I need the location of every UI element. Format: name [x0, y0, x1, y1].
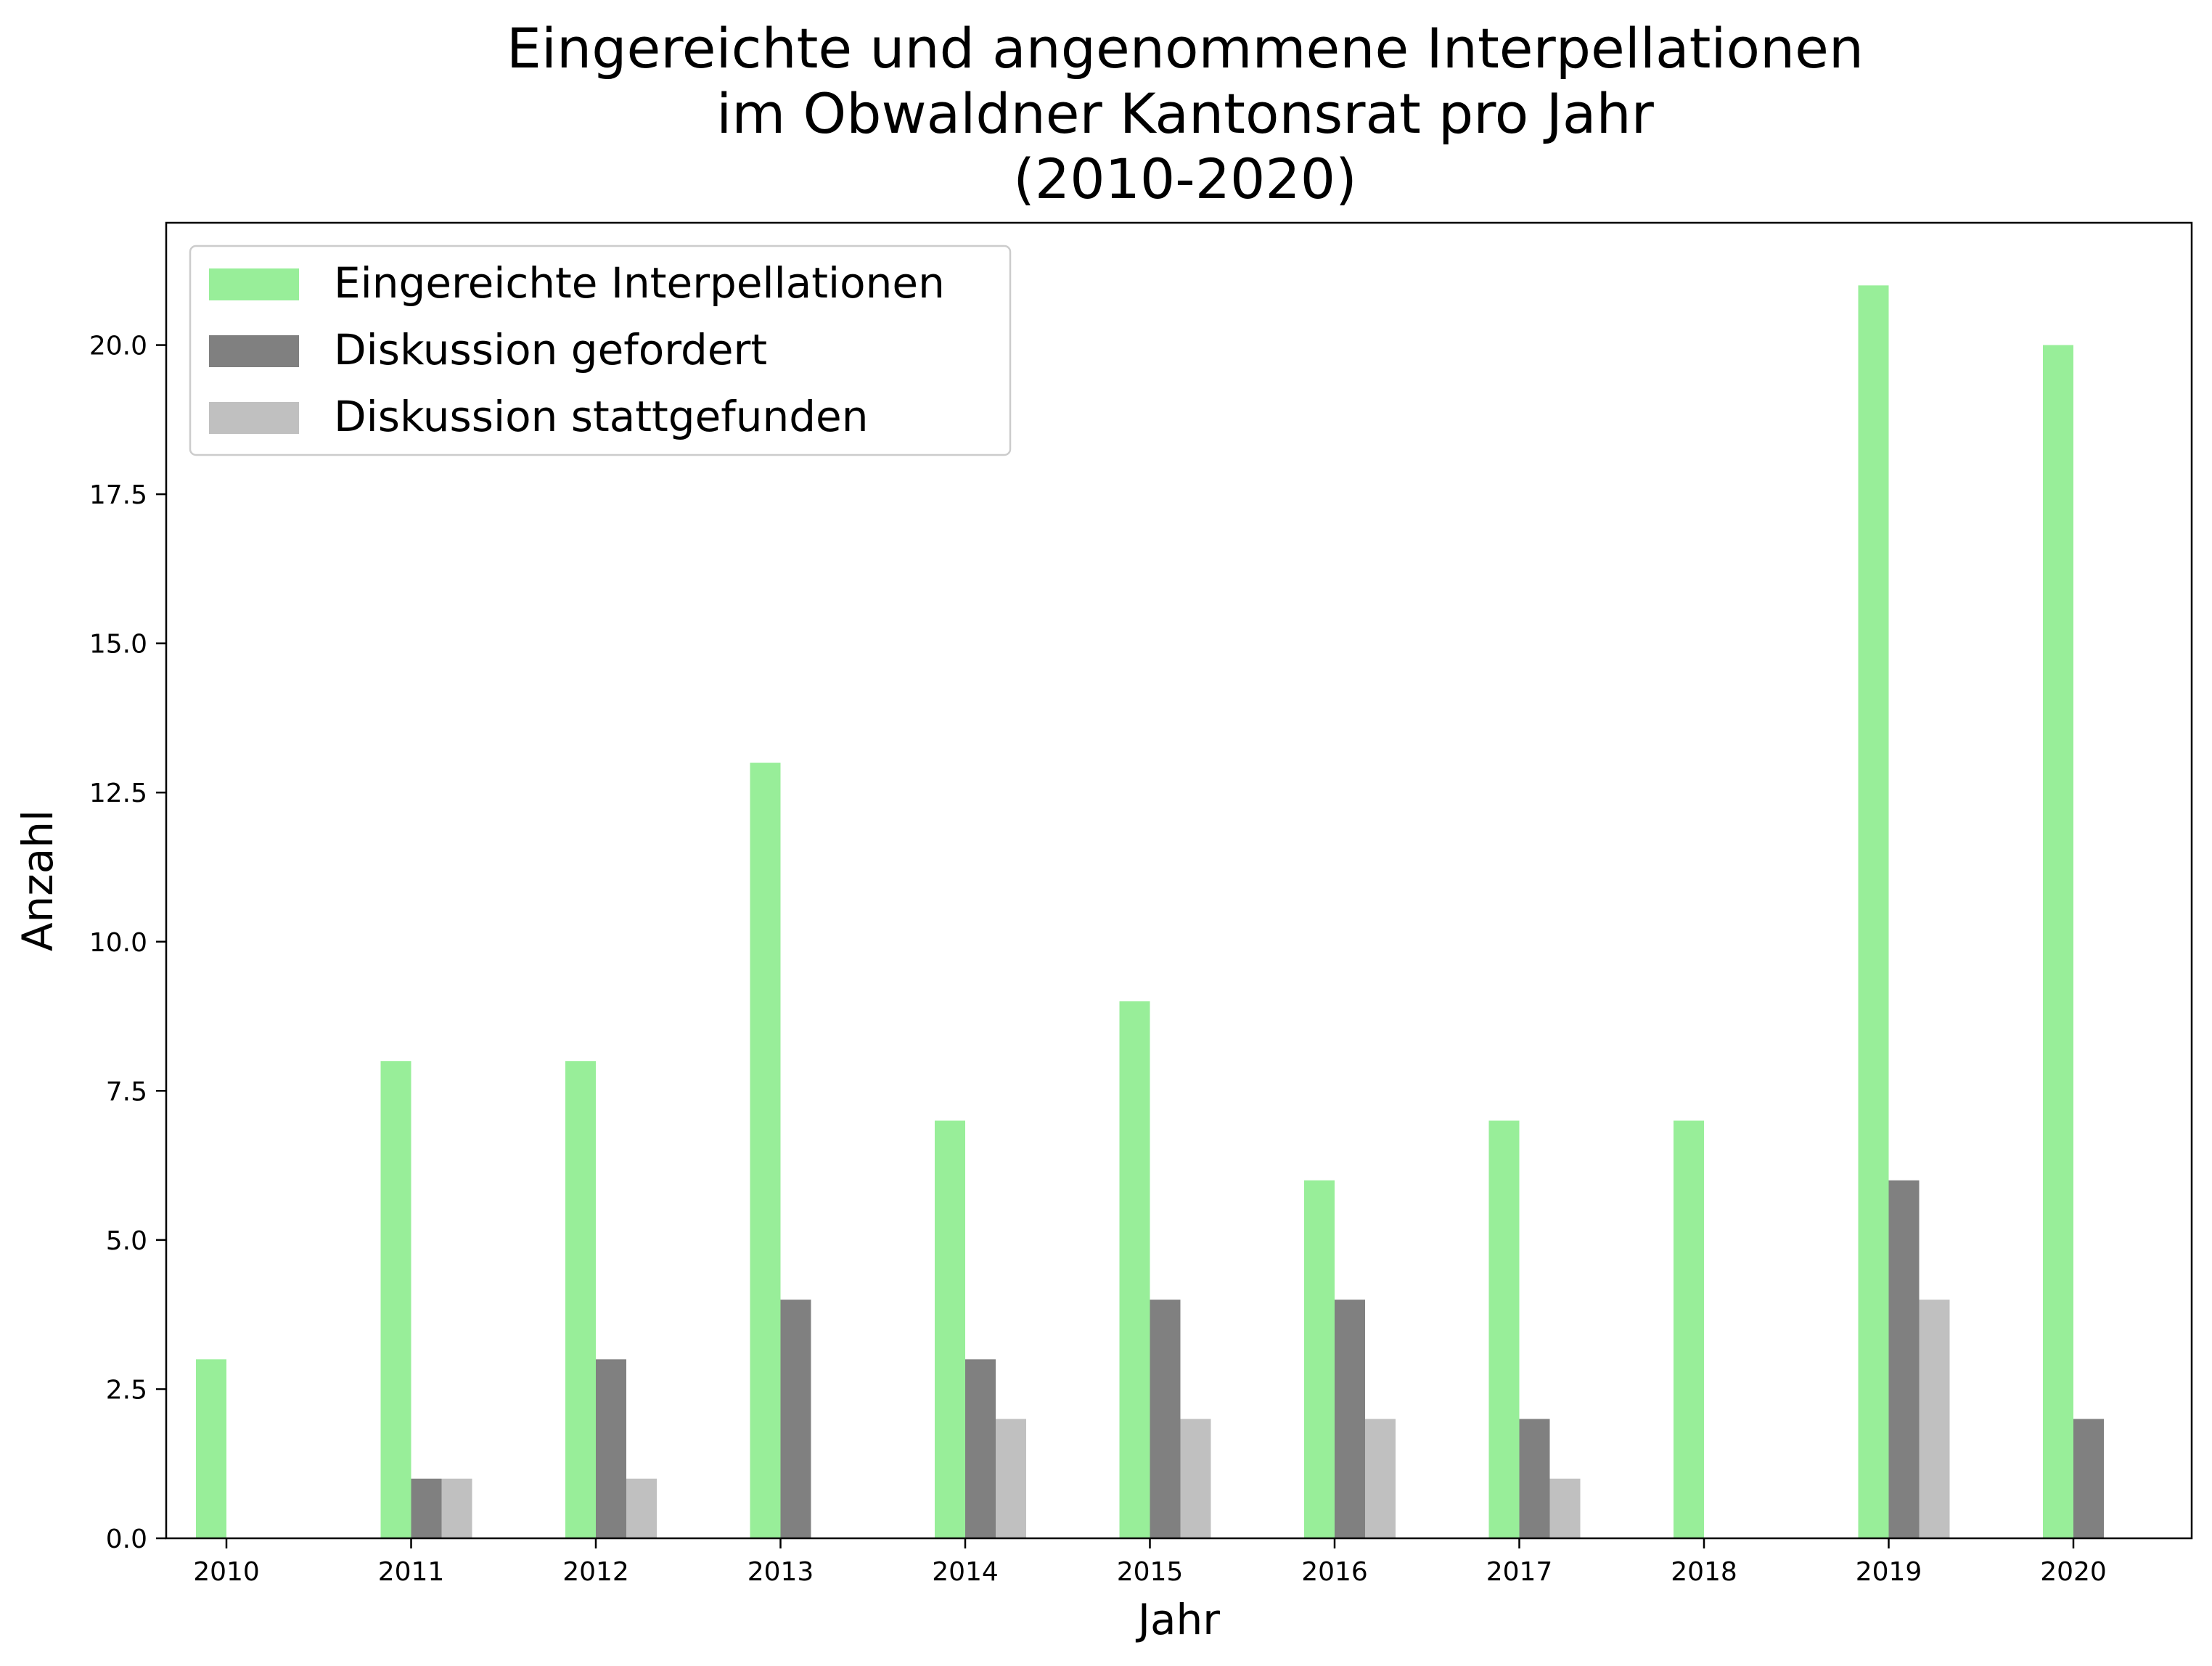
x-tick-label: 2013	[747, 1557, 814, 1587]
bar	[965, 1359, 996, 1538]
chart-title: Eingereichte und angenommene Interpellat…	[507, 16, 1864, 211]
x-tick-label: 2018	[1671, 1557, 1737, 1587]
y-axis-ticks: 0.0 2.5 5.0 7.5 10.0 12.5 15.0 17.5 20.0	[89, 332, 166, 1554]
bar	[935, 1120, 965, 1538]
bars	[196, 285, 2104, 1538]
x-axis-label: Jahr	[1136, 1595, 1220, 1644]
y-tick-label: 17.5	[89, 480, 147, 510]
bar	[565, 1061, 596, 1538]
x-tick-label: 2014	[932, 1557, 999, 1587]
chart-title-line: Eingereichte und angenommene Interpellat…	[507, 16, 1864, 81]
legend-label: Diskussion stattgefunden	[334, 392, 868, 441]
legend-swatch	[209, 402, 299, 434]
legend-label: Eingereichte Interpellationen	[334, 258, 945, 308]
y-tick-label: 20.0	[89, 332, 147, 361]
y-tick-label: 0.0	[106, 1525, 147, 1554]
bar	[1150, 1300, 1181, 1538]
legend-swatch	[209, 268, 299, 300]
y-tick-label: 15.0	[89, 630, 147, 660]
x-tick-label: 2016	[1301, 1557, 1368, 1587]
x-tick-label: 2011	[378, 1557, 445, 1587]
legend-swatch	[209, 335, 299, 367]
bar	[996, 1419, 1026, 1538]
bar	[196, 1359, 226, 1538]
chart-title-line: im Obwaldner Kantonsrat pro Jahr	[716, 81, 1654, 146]
x-tick-label: 2010	[193, 1557, 260, 1587]
bar	[1888, 1180, 1920, 1538]
bar	[1304, 1180, 1335, 1538]
x-axis-ticks: 2010 2011 2012 2013 2014 2015 2016 2017 2018 2019…	[193, 1538, 2107, 1587]
y-tick-label: 10.0	[89, 928, 147, 958]
y-tick-label: 7.5	[106, 1077, 147, 1107]
bar	[2073, 1419, 2104, 1538]
bar	[441, 1478, 472, 1538]
bar	[1335, 1300, 1365, 1538]
y-tick-label: 5.0	[106, 1226, 147, 1256]
bar	[1488, 1120, 1520, 1538]
bar	[1180, 1419, 1211, 1538]
bar	[2043, 345, 2073, 1538]
x-tick-label: 2015	[1117, 1557, 1184, 1587]
bar	[780, 1300, 811, 1538]
y-tick-label: 2.5	[106, 1375, 147, 1405]
bar	[596, 1359, 626, 1538]
bar	[380, 1061, 411, 1538]
x-tick-label: 2017	[1486, 1557, 1553, 1587]
y-axis-label: Anzahl	[13, 810, 62, 951]
x-tick-label: 2020	[2040, 1557, 2107, 1587]
bar	[1365, 1419, 1396, 1538]
bar	[1549, 1478, 1581, 1538]
plot-frame	[165, 221, 2193, 1540]
chart-title-line: (2010-2020)	[1013, 147, 1357, 211]
bar	[1519, 1419, 1550, 1538]
bar	[626, 1478, 657, 1538]
bar	[1674, 1120, 1704, 1538]
bar	[1119, 1001, 1150, 1538]
bar	[411, 1478, 442, 1538]
y-tick-label: 12.5	[89, 779, 147, 808]
x-tick-label: 2012	[562, 1557, 629, 1587]
legend: Eingereichte Interpellationen Diskussion …	[189, 245, 1012, 456]
legend-box	[189, 245, 1012, 456]
bar	[750, 763, 781, 1538]
x-tick-label: 2019	[1856, 1557, 1922, 1587]
bar	[1919, 1300, 1950, 1538]
bar	[1858, 285, 1889, 1538]
legend-label: Diskussion gefordert	[334, 325, 767, 374]
